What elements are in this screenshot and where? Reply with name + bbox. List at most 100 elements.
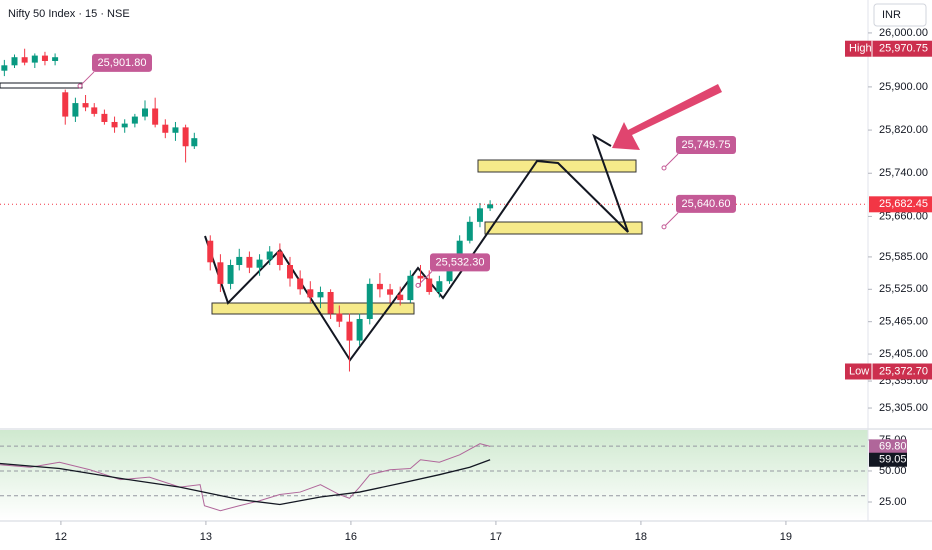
candle-body <box>407 275 414 301</box>
last-value-box <box>869 439 907 454</box>
candle-body <box>317 291 324 298</box>
last-price-label: 25,682.45 <box>879 198 928 210</box>
candle-body <box>182 127 189 147</box>
candle-body <box>111 121 118 128</box>
candle-body <box>466 221 473 241</box>
rsi-background <box>0 430 868 520</box>
last-value-label: 59.05 <box>879 454 907 466</box>
candle-body <box>456 240 463 266</box>
candle-body <box>207 240 214 263</box>
candle-body <box>476 208 483 222</box>
y-tick-label: 25,585.00 <box>879 251 928 263</box>
callout-connector <box>79 71 95 87</box>
callout-dot <box>415 282 421 288</box>
x-tick-label: 12 <box>55 531 67 543</box>
candle-body <box>266 251 273 260</box>
callout-box <box>92 53 152 72</box>
candle-body <box>172 127 179 133</box>
low-marker-text: Low <box>849 365 869 377</box>
candle-body <box>152 108 159 125</box>
candle-body <box>487 204 494 209</box>
y-tick-label: 25,525.00 <box>879 283 928 295</box>
candle-body <box>356 318 363 341</box>
callout-box <box>430 253 490 272</box>
x-tick-label: 19 <box>780 531 792 543</box>
callout-label: 25,640.60 <box>682 198 731 210</box>
callout-label: 25,901.80 <box>98 57 147 69</box>
candle-body <box>246 256 253 268</box>
candle-body <box>417 275 424 279</box>
callout-dot <box>661 165 667 171</box>
candle-body <box>142 108 149 117</box>
candle-body <box>387 289 394 295</box>
candle-body <box>101 113 108 122</box>
y-tick-label: 25,820.00 <box>879 124 928 136</box>
candle-body <box>397 294 404 301</box>
y-tick-label: 26,000.00 <box>879 27 928 39</box>
y-tick-label: 50.00 <box>879 465 907 477</box>
callout-dot <box>77 83 83 89</box>
callout-label: 25,532.30 <box>436 256 485 268</box>
y-tick-label: 25.00 <box>879 496 907 508</box>
callout-label: 25,749.75 <box>682 139 731 151</box>
last-value-box <box>869 452 907 467</box>
candle-body <box>11 57 18 66</box>
candle-body <box>41 55 48 61</box>
callout-connector <box>663 212 679 228</box>
last-value-label: 69.80 <box>879 440 907 452</box>
callout-connector <box>417 270 433 286</box>
y-tick-label: 25,900.00 <box>879 81 928 93</box>
zone-box <box>0 82 83 89</box>
chart-title: Nifty 50 Index · 15 · NSE <box>8 8 130 20</box>
low-marker-label: 25,372.70 <box>879 365 928 377</box>
series-line <box>0 459 491 506</box>
zone-box <box>477 159 637 173</box>
zone-box <box>484 221 643 235</box>
callout-dot <box>661 224 667 230</box>
candle-body <box>436 281 443 292</box>
candle-body <box>307 289 314 298</box>
candle-body <box>217 262 224 284</box>
candle-body <box>327 291 334 314</box>
candle-body <box>376 283 383 290</box>
candle-body <box>236 256 243 266</box>
low-marker-box <box>845 363 932 380</box>
candle-body <box>162 124 169 133</box>
candle-body <box>366 283 373 319</box>
pattern-line <box>204 133 629 362</box>
callout-connector <box>663 153 679 169</box>
candle-body <box>52 57 59 61</box>
x-tick-label: 13 <box>200 531 212 543</box>
pointer-arrow <box>612 84 722 150</box>
candle-body <box>21 57 28 63</box>
candle-body <box>297 278 304 290</box>
candle-body <box>131 116 138 124</box>
high-marker-label: 25,970.75 <box>879 43 928 55</box>
x-tick-label: 17 <box>490 531 502 543</box>
y-tick-label: 25,305.00 <box>879 402 928 414</box>
candle-body <box>276 251 283 266</box>
candle-body <box>72 103 79 117</box>
currency: INR <box>882 9 901 21</box>
candle-body <box>256 259 263 268</box>
y-tick-label: 25,465.00 <box>879 316 928 328</box>
y-tick-label: 25,740.00 <box>879 167 928 179</box>
candle-body <box>1 65 8 71</box>
x-tick-label: 16 <box>345 531 357 543</box>
candle-body <box>336 313 343 322</box>
callout-box <box>676 194 736 213</box>
candle-body <box>227 265 234 284</box>
candle-body <box>191 138 198 147</box>
candle-body <box>31 55 38 63</box>
candle-body <box>121 123 128 128</box>
callout-box <box>676 135 736 154</box>
high-marker-text: High <box>849 43 872 55</box>
candle-body <box>426 278 433 292</box>
candle-body <box>91 107 98 114</box>
high-marker-box <box>845 40 932 57</box>
currency-box <box>873 3 927 27</box>
candle-body <box>446 265 453 282</box>
y-tick-label: 25,660.00 <box>879 210 928 222</box>
